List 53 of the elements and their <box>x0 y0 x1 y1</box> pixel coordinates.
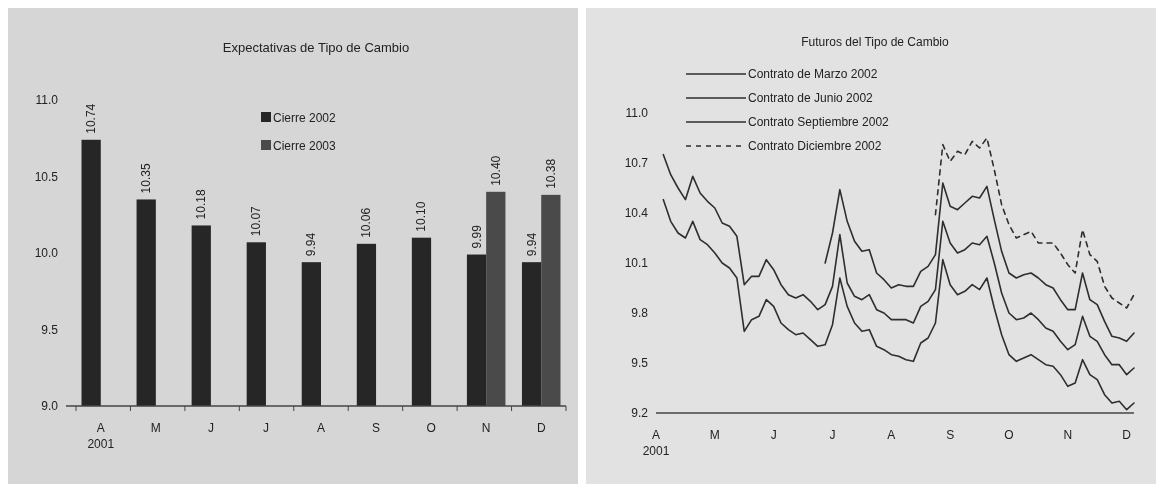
line-series <box>662 198 1135 411</box>
y-tick-label: 9.0 <box>41 399 59 413</box>
y-tick-label: 10.0 <box>34 246 59 260</box>
data-label: 10.07 <box>249 205 264 237</box>
y-tick-label: 10.4 <box>624 206 649 220</box>
line-series <box>662 153 1135 376</box>
x-tick-label: J <box>770 428 777 442</box>
x-tick-label: M <box>150 421 161 435</box>
x-tick-label: J <box>207 421 214 435</box>
x-tick-label: A 2001 <box>87 421 115 451</box>
x-tick-label: D <box>1122 428 1132 442</box>
data-label: 9.99 <box>469 224 484 249</box>
legend-label: Contrato de Marzo 2002 <box>748 67 878 81</box>
x-tick-label: O <box>426 421 436 435</box>
legend-label: Contrato de Junio 2002 <box>748 91 874 105</box>
data-label: 9.94 <box>524 232 539 257</box>
y-tick-label: 10.7 <box>624 156 649 170</box>
data-label: 10.10 <box>414 201 429 232</box>
legend-label: Contrato Septiembre 2002 <box>748 115 890 129</box>
data-label: 10.18 <box>194 189 209 220</box>
x-tick-label: N <box>1063 428 1073 442</box>
y-tick-label: 10.5 <box>34 169 59 184</box>
y-tick-label: 11.0 <box>625 106 649 120</box>
chart-title: Futuros del Tipo de Cambio <box>801 35 950 49</box>
x-tick-label: O <box>1004 428 1014 442</box>
chart-title: Expectativas de Tipo de Cambio <box>222 40 410 55</box>
legend-label: Cierre 2002 <box>273 111 337 125</box>
x-tick-label: A 2001 <box>642 428 670 458</box>
x-tick-label: A <box>887 428 896 442</box>
line-series <box>824 182 1135 343</box>
y-tick-label: 9.8 <box>631 306 649 320</box>
y-tick-label: 10.1 <box>624 256 649 270</box>
data-label: 10.35 <box>139 163 154 194</box>
x-tick-label: M <box>709 428 720 442</box>
x-tick-label: S <box>372 421 381 435</box>
data-label: 10.74 <box>84 103 99 134</box>
data-label: 10.40 <box>488 155 503 186</box>
line-series <box>934 137 1135 309</box>
data-label: 10.38 <box>543 158 558 189</box>
y-tick-label: 11.0 <box>35 93 59 107</box>
x-tick-label: J <box>829 428 836 442</box>
y-tick-label: 9.5 <box>41 322 59 337</box>
x-tick-label: N <box>481 421 491 435</box>
data-label: 10.06 <box>359 207 374 238</box>
y-tick-label: 9.2 <box>631 406 649 420</box>
x-tick-label: J <box>262 421 269 435</box>
x-tick-label: S <box>946 428 955 442</box>
data-label: 9.94 <box>304 232 319 257</box>
x-tick-label: A <box>316 421 326 435</box>
x-tick-label: D <box>536 421 546 435</box>
y-tick-label: 9.5 <box>631 356 649 370</box>
legend-label: Contrato Diciembre 2002 <box>748 139 882 153</box>
legend-label: Cierre 2003 <box>273 139 337 153</box>
